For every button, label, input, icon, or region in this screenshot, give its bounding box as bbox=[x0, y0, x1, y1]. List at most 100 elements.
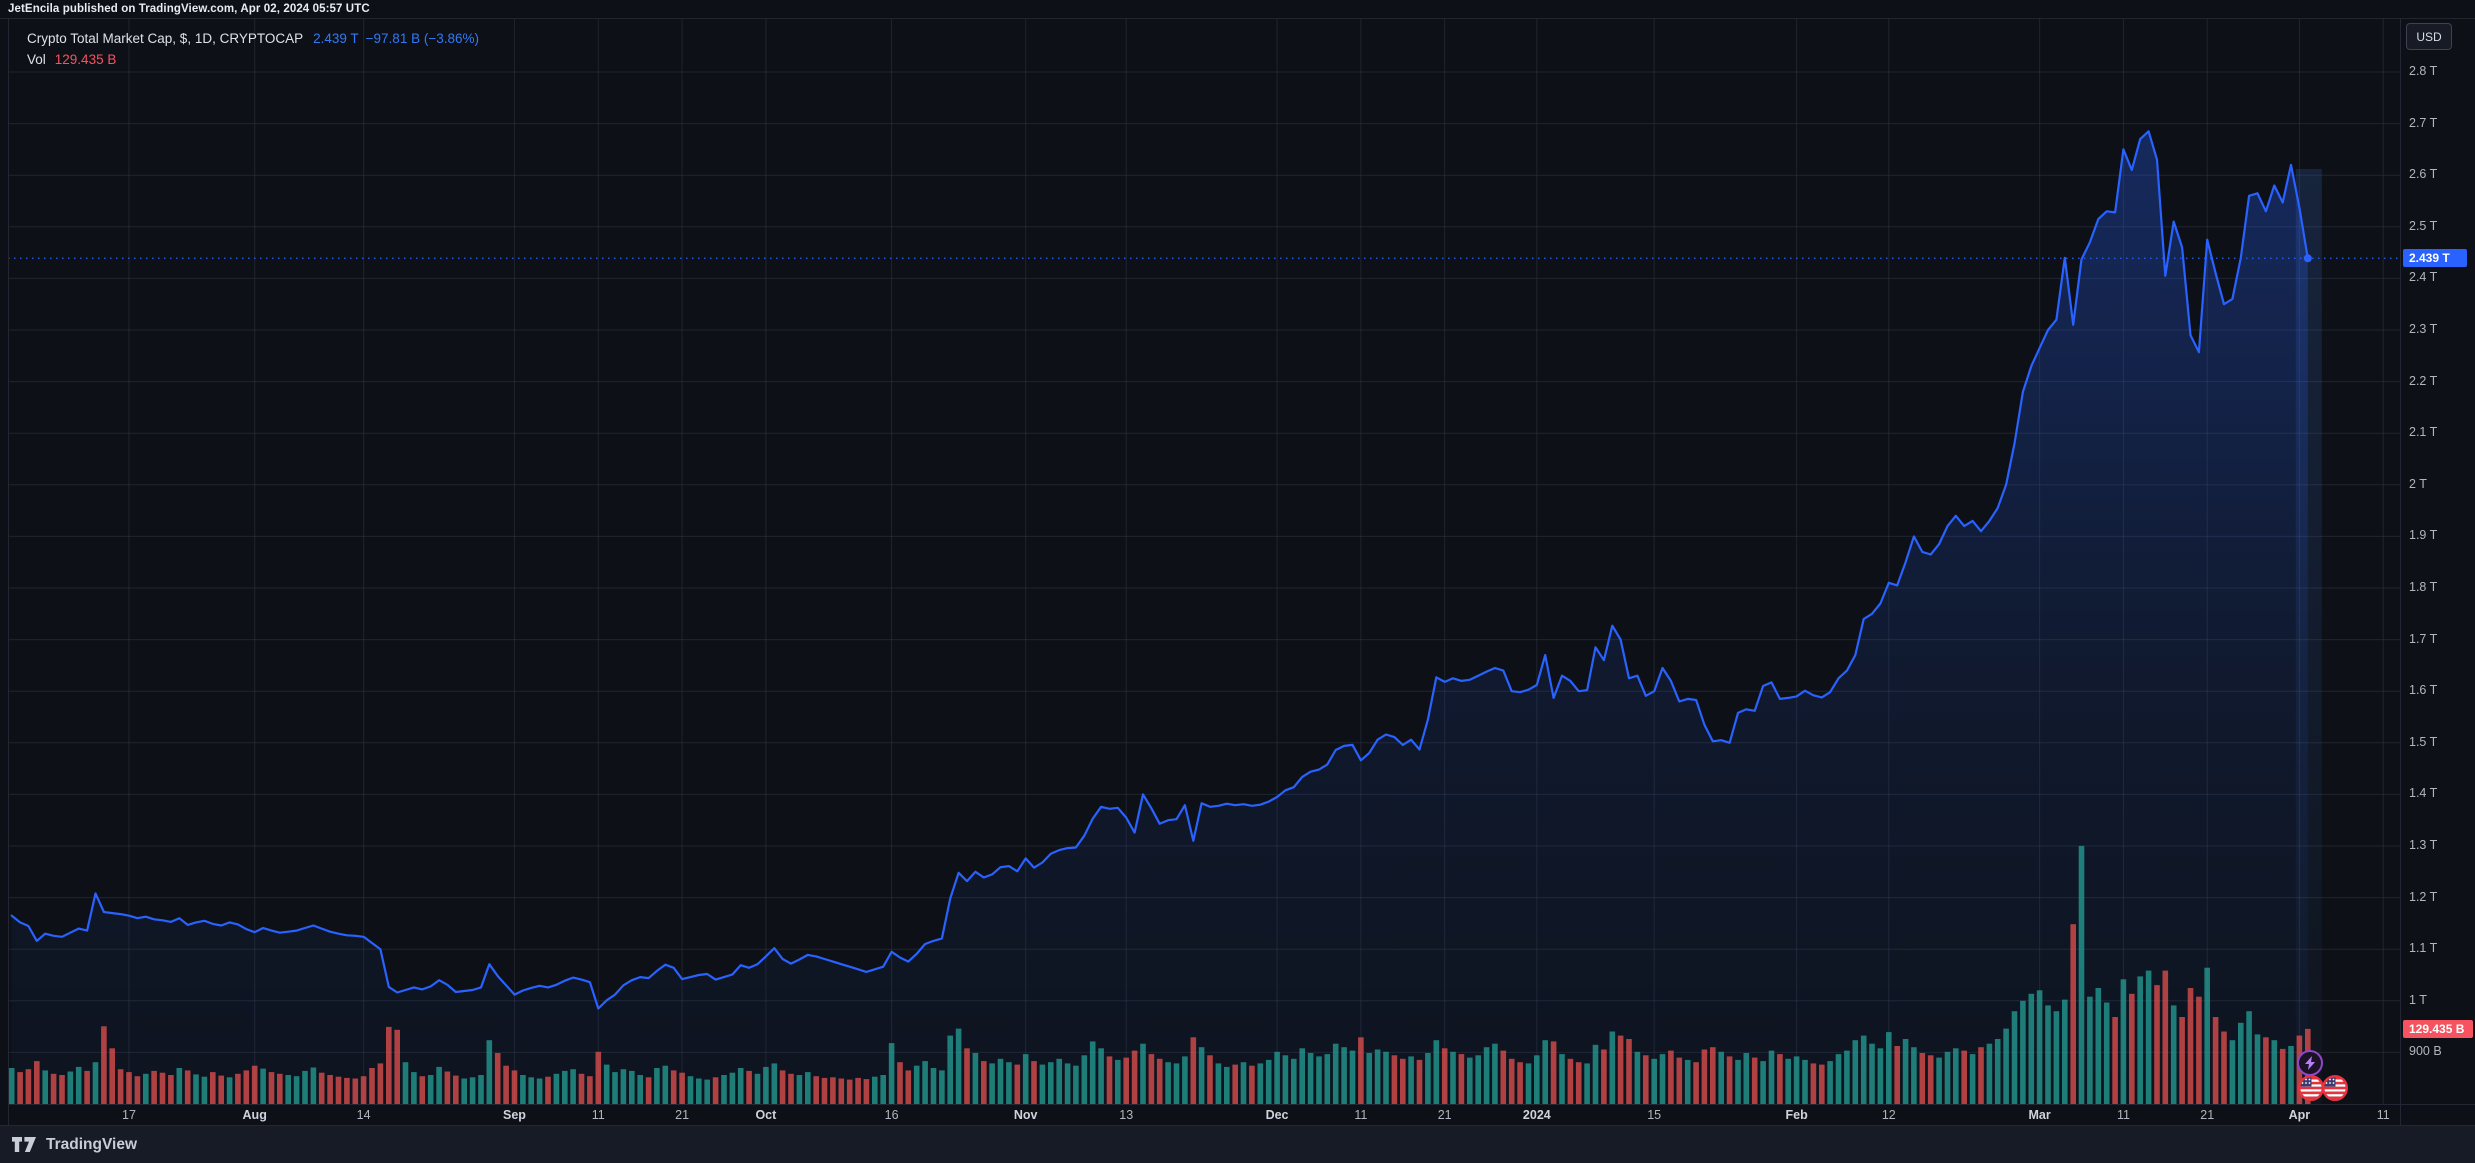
volume-bar bbox=[704, 1079, 710, 1104]
volume-bar bbox=[2196, 996, 2202, 1104]
volume-bar bbox=[528, 1077, 534, 1104]
volume-bar bbox=[1282, 1055, 1289, 1104]
volume-bar bbox=[377, 1063, 384, 1104]
volume-bar bbox=[1190, 1037, 1197, 1104]
volume-bar bbox=[134, 1076, 141, 1104]
volume-bar bbox=[1022, 1054, 1029, 1104]
volume-bar bbox=[159, 1072, 166, 1104]
lightning-event-icon[interactable] bbox=[2297, 1050, 2323, 1076]
volume-bar bbox=[2221, 1031, 2227, 1104]
volume-bar bbox=[972, 1053, 979, 1104]
volume-bar bbox=[2288, 1046, 2294, 1104]
volume-bar bbox=[1684, 1059, 1691, 1104]
volume-bar bbox=[226, 1077, 233, 1104]
volume-bar bbox=[1617, 1035, 1624, 1104]
volume-bar bbox=[2011, 1011, 2018, 1104]
volume-bar bbox=[1508, 1058, 1515, 1104]
time-tick-label: 21 bbox=[2200, 1108, 2215, 1122]
price-axis-separator bbox=[2400, 19, 2401, 1126]
volume-bar bbox=[1768, 1050, 1775, 1104]
volume-bar bbox=[184, 1070, 191, 1104]
volume-bar bbox=[1710, 1047, 1716, 1104]
volume-bar bbox=[436, 1066, 442, 1104]
price-tick-label: 1.1 T bbox=[2409, 941, 2438, 956]
volume-bar bbox=[1902, 1039, 1909, 1104]
legend-symbol-row: Crypto Total Market Cap, $, 1D, CRYPTOCA… bbox=[27, 28, 479, 49]
volume-bar bbox=[1936, 1057, 1942, 1104]
symbol-title[interactable]: Crypto Total Market Cap, $, 1D, CRYPTOCA… bbox=[27, 31, 304, 46]
volume-bar bbox=[218, 1075, 224, 1104]
volume-bars bbox=[8, 845, 2311, 1104]
volume-bar bbox=[1257, 1063, 1264, 1104]
volume-bar bbox=[821, 1077, 828, 1104]
volume-bar bbox=[855, 1077, 861, 1104]
event-markers[interactable] bbox=[2297, 1050, 2349, 1102]
volume-bar bbox=[1089, 1041, 1096, 1104]
volume-bar bbox=[1760, 1061, 1766, 1104]
volume-bar bbox=[712, 1077, 719, 1104]
volume-bar bbox=[1450, 1051, 1456, 1104]
volume-bar bbox=[277, 1073, 283, 1104]
volume-bar bbox=[17, 1072, 23, 1104]
price-chart-canvas[interactable] bbox=[8, 19, 2400, 1104]
volume-bar bbox=[1676, 1057, 1683, 1104]
volume-bar bbox=[1953, 1048, 1959, 1104]
time-axis[interactable]: 17 Aug 14 Sep 11 21 Oct 16 Nov 13 Dec 11 21 2024 15 Feb… bbox=[8, 1105, 2400, 1126]
volume-bar bbox=[1425, 1053, 1431, 1104]
price-tick-label: 1.7 T bbox=[2409, 631, 2438, 646]
price-tick-label: 1.6 T bbox=[2409, 683, 2438, 698]
us-flag-event-icon[interactable] bbox=[2297, 1074, 2325, 1102]
volume-bar bbox=[1048, 1062, 1054, 1104]
volume-bar bbox=[922, 1061, 928, 1104]
volume-bar bbox=[2170, 1005, 2177, 1104]
volume-bar bbox=[2020, 1000, 2026, 1104]
currency-toggle-button[interactable]: USD bbox=[2406, 23, 2452, 50]
volume-bar bbox=[34, 1061, 40, 1104]
volume-bar bbox=[562, 1070, 568, 1104]
volume-bar bbox=[1994, 1039, 2001, 1104]
time-tick-label: 11 bbox=[2116, 1108, 2130, 1122]
time-tick-label: 17 bbox=[122, 1108, 136, 1122]
volume-bar bbox=[1860, 1035, 1867, 1104]
tradingview-brand-link[interactable]: TradingView bbox=[12, 1136, 137, 1154]
price-axis[interactable]: USD 2.439 T 129.435 B 2.8 T 2.7 T 2.6 T 2.5… bbox=[2401, 19, 2475, 1104]
volume-bar bbox=[1819, 1064, 1825, 1104]
volume-bar bbox=[2263, 1037, 2269, 1104]
time-tick-label: 14 bbox=[356, 1108, 371, 1122]
volume-bar bbox=[1115, 1059, 1121, 1104]
volume-indicator-label[interactable]: Vol bbox=[27, 52, 46, 67]
axis-corner bbox=[2401, 1105, 2475, 1126]
volume-bar bbox=[42, 1070, 48, 1104]
volume-bar bbox=[1827, 1061, 1833, 1104]
volume-bar bbox=[863, 1079, 870, 1104]
volume-bar bbox=[687, 1076, 694, 1104]
time-tick-label: Feb bbox=[1785, 1108, 1808, 1122]
us-flag-event-icon[interactable] bbox=[2321, 1074, 2349, 1102]
volume-bar bbox=[1844, 1050, 1850, 1104]
volume-bar bbox=[1559, 1054, 1565, 1104]
volume-bar bbox=[696, 1078, 702, 1104]
volume-bar bbox=[1131, 1050, 1138, 1104]
volume-bar bbox=[503, 1065, 509, 1104]
volume-bar bbox=[587, 1076, 593, 1104]
volume-bar bbox=[989, 1063, 995, 1104]
volume-bar bbox=[1408, 1056, 1414, 1104]
volume-bar bbox=[964, 1048, 970, 1104]
volume-bar bbox=[813, 1076, 819, 1104]
volume-bar bbox=[2120, 979, 2127, 1104]
volume-bar bbox=[126, 1072, 132, 1104]
volume-bar bbox=[1534, 1055, 1540, 1104]
volume-bar bbox=[1207, 1055, 1213, 1104]
time-tick-label: 16 bbox=[884, 1108, 899, 1122]
volume-bar bbox=[151, 1070, 157, 1104]
volume-bar bbox=[1584, 1063, 1590, 1104]
volume-bar bbox=[1659, 1054, 1666, 1104]
volume-bar bbox=[427, 1075, 434, 1104]
volume-bar bbox=[1575, 1062, 1582, 1104]
volume-bar bbox=[1441, 1048, 1448, 1104]
volume-bar bbox=[369, 1068, 375, 1104]
volume-bar bbox=[1726, 1056, 1733, 1104]
volume-bar bbox=[2137, 976, 2143, 1104]
volume-bar bbox=[444, 1071, 451, 1104]
volume-bar bbox=[888, 1043, 895, 1104]
